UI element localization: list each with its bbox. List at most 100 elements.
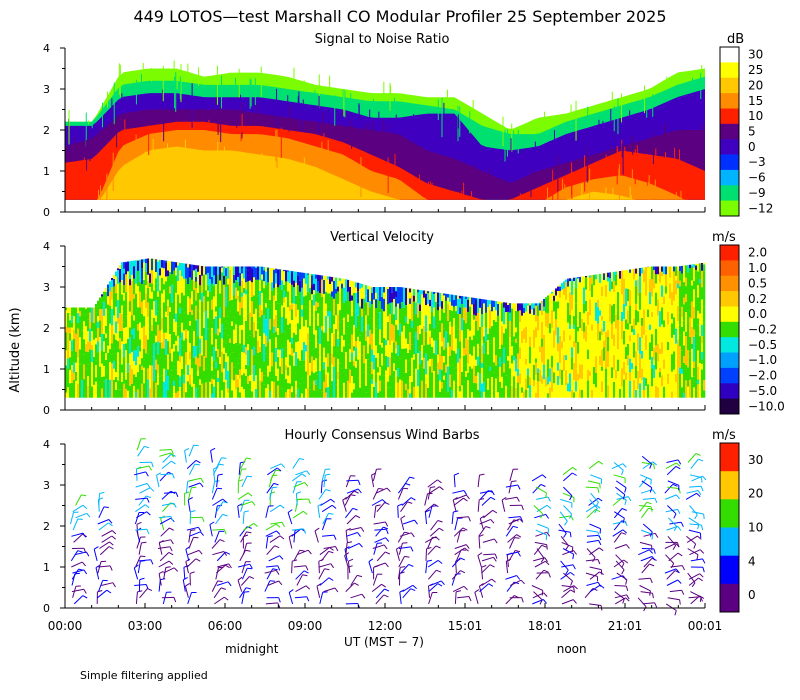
wind-barb xyxy=(667,480,680,486)
vv-cell xyxy=(119,380,122,390)
vv-cell xyxy=(377,372,380,382)
x-note-noon: noon xyxy=(557,642,587,656)
vv-cell xyxy=(419,334,422,341)
vv-cell xyxy=(341,379,344,385)
vv-cell xyxy=(395,370,398,384)
vv-cell xyxy=(669,380,672,398)
vv-cell xyxy=(93,339,96,357)
wind-barb-flag xyxy=(622,518,625,524)
wind-barb-flag xyxy=(169,546,173,552)
vv-cell xyxy=(173,366,176,381)
vv-cell xyxy=(271,282,274,291)
vv-cell xyxy=(257,363,260,381)
vv-cell xyxy=(385,296,388,302)
vv-cell xyxy=(429,306,432,324)
vv-cell xyxy=(399,358,402,371)
vv-cell xyxy=(435,301,438,319)
vv-cell xyxy=(427,330,430,345)
vv-cell xyxy=(681,265,684,274)
vv-cell xyxy=(211,276,214,284)
vv-cell xyxy=(349,349,352,362)
vv-cell xyxy=(383,327,386,338)
wind-barb-flag xyxy=(279,535,285,540)
vv-cell xyxy=(651,311,654,317)
wind-barb-flag xyxy=(435,536,440,541)
wind-barb-flag xyxy=(246,531,252,534)
vv-cell xyxy=(279,310,282,327)
vv-cell xyxy=(399,340,402,347)
vv-cell xyxy=(199,299,202,311)
vv-cell xyxy=(233,317,236,330)
vv-cell xyxy=(259,317,262,326)
wind-barb-flag xyxy=(516,534,522,538)
vv-cell xyxy=(231,326,234,332)
wind-barb xyxy=(686,490,699,494)
wind-barb-flag xyxy=(303,528,307,534)
vv-cell xyxy=(421,294,424,300)
vv-cell xyxy=(629,305,632,324)
vv-cell xyxy=(113,292,116,309)
vv-cell xyxy=(313,380,316,391)
vv-cell xyxy=(695,373,698,380)
vv-cell xyxy=(475,365,478,376)
wind-barb-flag xyxy=(160,578,166,581)
wind-barb xyxy=(686,535,698,543)
vv-cell xyxy=(305,295,308,308)
vv-cell xyxy=(201,336,204,344)
vv-cell xyxy=(251,374,254,392)
x-axis-title: UT (MST − 7) xyxy=(344,635,424,649)
vv-cell xyxy=(683,269,686,283)
vv-cell xyxy=(535,303,538,306)
vv-cell xyxy=(155,272,158,279)
wind-barb xyxy=(242,543,248,555)
vv-cell xyxy=(267,356,270,366)
vv-cell xyxy=(669,332,672,345)
vv-cell xyxy=(669,266,672,278)
vv-cell xyxy=(433,384,436,398)
wind-barb-flag xyxy=(146,497,150,503)
vv-cell xyxy=(177,335,180,352)
vv-cell xyxy=(429,366,432,377)
vv-cell xyxy=(157,354,160,365)
vv-cell xyxy=(597,274,600,284)
vv-cell xyxy=(629,358,632,373)
vv-cell xyxy=(395,324,398,342)
vv-cell xyxy=(595,356,598,369)
wind-barb-flag xyxy=(165,566,171,568)
vv-cell xyxy=(507,360,510,377)
vv-cell xyxy=(141,358,144,366)
wind-barb xyxy=(320,481,323,494)
vv-cell xyxy=(331,291,334,297)
vv-cell xyxy=(417,369,420,387)
vv-cell xyxy=(527,303,530,306)
wind-barb xyxy=(589,584,601,593)
vv-cell xyxy=(549,316,552,324)
vv-cell xyxy=(387,287,390,289)
vv-cell xyxy=(367,324,370,337)
wind-barb xyxy=(400,518,405,531)
vv-cell xyxy=(703,264,706,272)
wind-barb-flag xyxy=(474,589,480,593)
vv-cell xyxy=(233,367,236,381)
vv-cell xyxy=(671,371,674,379)
wind-barb xyxy=(506,551,519,556)
vv-cell xyxy=(131,315,134,330)
vv-cell xyxy=(359,283,362,289)
wind-barb xyxy=(560,498,572,504)
wind-barb-flag xyxy=(385,537,390,542)
vv-cell xyxy=(369,301,372,308)
wind-barb xyxy=(590,474,602,480)
vv-cell xyxy=(151,356,154,366)
vv-cell xyxy=(87,392,90,398)
vv-cell xyxy=(197,358,200,371)
vv-cell xyxy=(593,324,596,338)
vv-cell xyxy=(121,294,124,306)
vv-cell xyxy=(401,302,404,314)
vv-cell xyxy=(323,381,326,398)
vv-cell xyxy=(155,278,158,284)
vv-cell xyxy=(673,351,676,370)
vv-cell xyxy=(501,363,504,377)
vv-cell xyxy=(557,370,560,376)
wind-barb-flag xyxy=(569,513,573,519)
vv-cell xyxy=(155,315,158,322)
